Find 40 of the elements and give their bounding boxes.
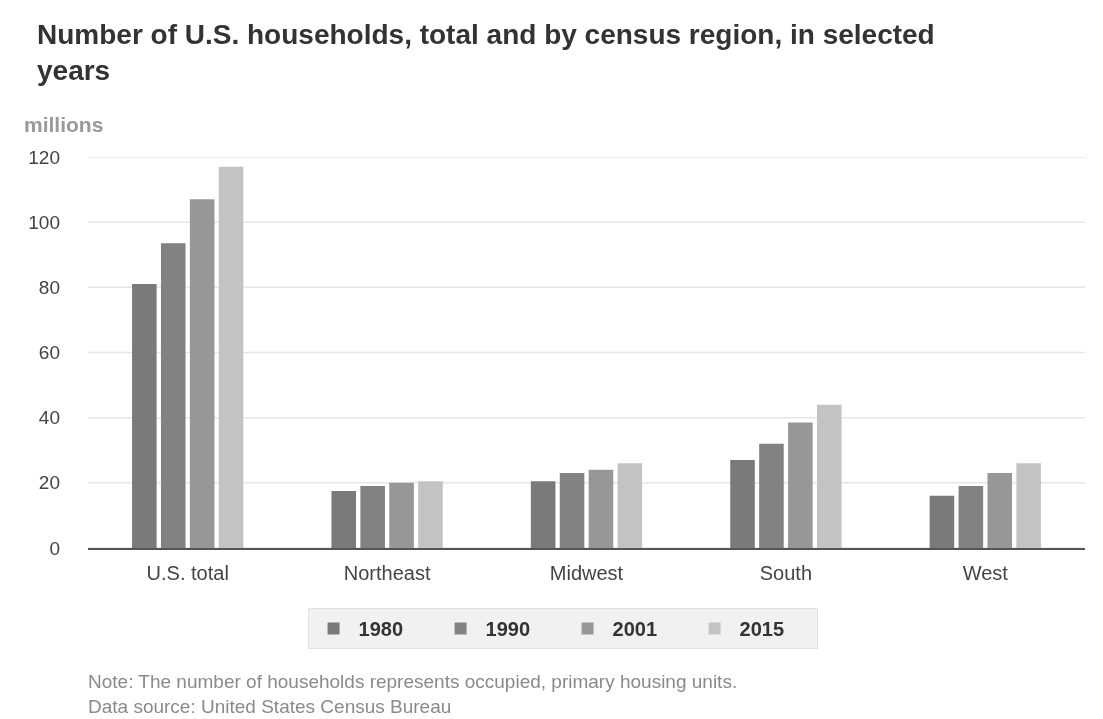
bar — [160, 243, 186, 548]
bar — [929, 495, 955, 548]
y-tick-label: 60 — [38, 342, 60, 364]
bar — [530, 481, 556, 548]
source-note: Data source: United States Census Bureau — [88, 696, 452, 717]
bar — [418, 481, 443, 548]
bar — [218, 166, 244, 548]
bar — [132, 284, 157, 548]
bar — [730, 460, 755, 548]
y-tick-label: 0 — [49, 537, 60, 559]
bar — [360, 486, 385, 548]
bar — [788, 422, 813, 548]
bar — [1016, 463, 1041, 548]
legend-label: 1980 — [358, 618, 404, 641]
legend-label: 2001 — [612, 618, 658, 641]
x-tick-label: Midwest — [549, 562, 624, 584]
x-tick-label: West — [962, 562, 1009, 584]
y-tick-label: 40 — [38, 407, 60, 429]
bar — [987, 473, 1013, 548]
y-tick-label: 80 — [38, 276, 60, 298]
chart-title: Number of U.S. households, total and by census region, in selected years — [37, 19, 935, 87]
text: Note: The number of households represents occupied, primary housing units. — [88, 671, 738, 692]
y-tick-label: 120 — [28, 146, 60, 168]
bar — [816, 404, 842, 548]
bar — [588, 469, 614, 548]
bar — [617, 463, 643, 548]
x-tick-label: U.S. total — [146, 562, 229, 584]
y-tick-label: 100 — [28, 211, 60, 233]
bar — [189, 199, 215, 548]
bar — [559, 473, 585, 548]
bar — [759, 443, 784, 548]
x-tick-label: South — [759, 562, 813, 584]
y-tick-label: 20 — [38, 472, 60, 494]
y-axis-title: millions — [24, 113, 104, 136]
legend-label: 1990 — [485, 618, 531, 641]
bar — [331, 490, 357, 548]
bar — [389, 482, 414, 548]
legend-label: 2015 — [739, 618, 785, 641]
bar — [958, 486, 984, 548]
x-tick-label: Northeast — [343, 562, 431, 584]
